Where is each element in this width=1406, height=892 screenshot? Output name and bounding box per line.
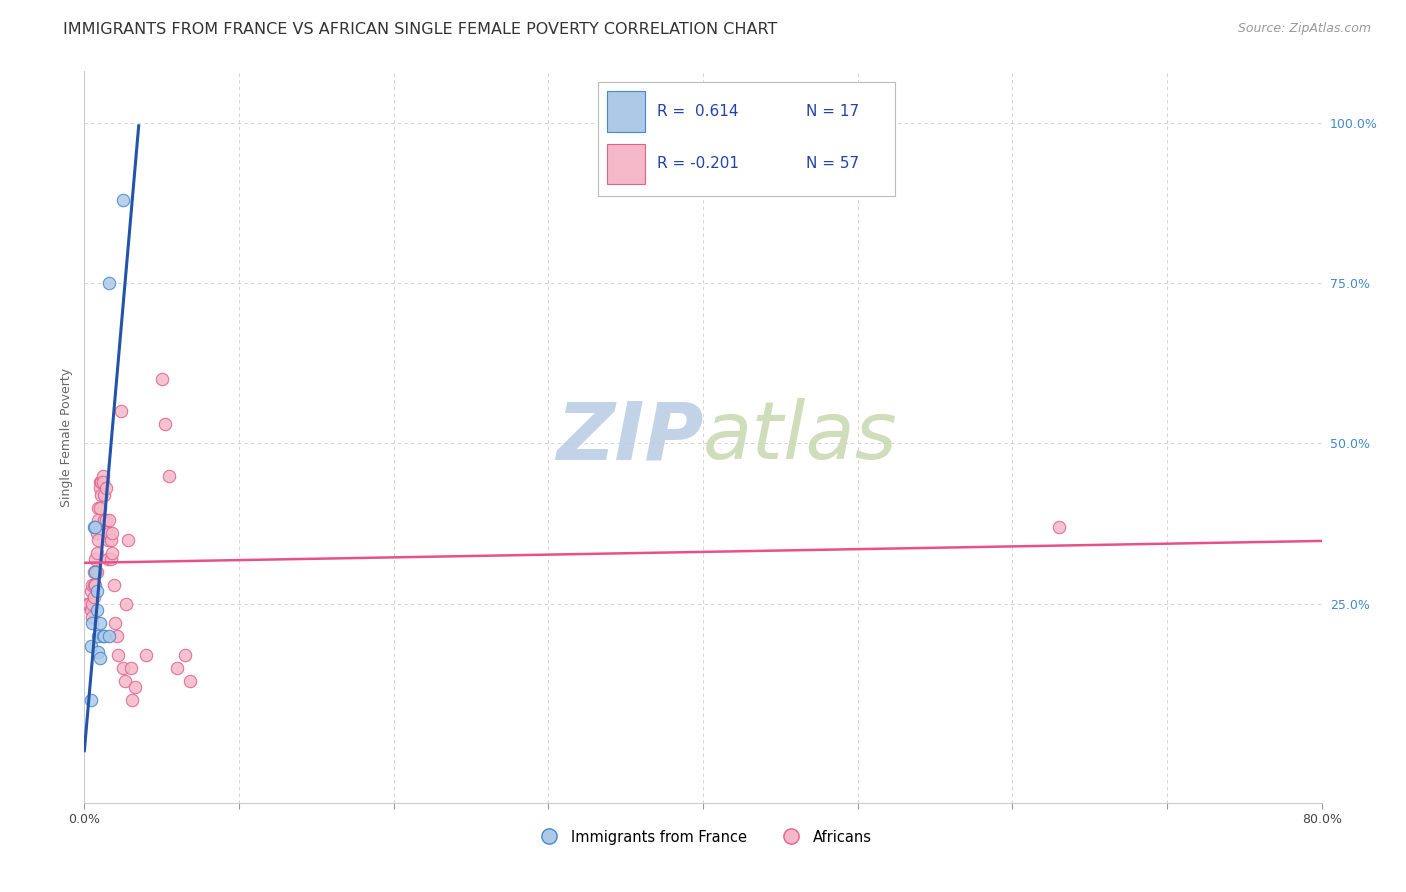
Text: IMMIGRANTS FROM FRANCE VS AFRICAN SINGLE FEMALE POVERTY CORRELATION CHART: IMMIGRANTS FROM FRANCE VS AFRICAN SINGLE…	[63, 22, 778, 37]
Point	[89, 616, 111, 631]
Point	[1047, 520, 1070, 534]
Point	[87, 629, 110, 643]
Point	[115, 597, 138, 611]
Point	[79, 693, 101, 707]
Point	[87, 514, 110, 528]
Point	[89, 651, 111, 665]
Point	[76, 597, 98, 611]
Point	[77, 597, 100, 611]
Point	[82, 577, 104, 591]
Point	[84, 565, 107, 579]
Point	[82, 616, 104, 631]
Point	[90, 488, 112, 502]
Point	[98, 526, 121, 541]
Point	[79, 584, 101, 599]
Point	[98, 629, 121, 643]
Point	[83, 565, 105, 579]
Point	[86, 603, 108, 617]
Point	[94, 482, 117, 496]
Point	[93, 488, 115, 502]
Point	[86, 526, 108, 541]
Point	[114, 673, 136, 688]
Point	[124, 681, 146, 695]
Point	[83, 577, 105, 591]
Point	[101, 526, 124, 541]
Point	[93, 629, 115, 643]
Point	[79, 603, 101, 617]
Point	[86, 584, 108, 599]
Point	[86, 565, 108, 579]
Point	[94, 514, 117, 528]
Point	[166, 661, 188, 675]
Point	[84, 520, 107, 534]
Point	[150, 372, 173, 386]
Point	[96, 552, 118, 566]
Point	[89, 500, 111, 515]
Point	[82, 597, 104, 611]
Point	[121, 693, 143, 707]
Point	[82, 609, 104, 624]
Point	[91, 468, 114, 483]
Point	[90, 475, 112, 489]
Point	[135, 648, 157, 663]
Text: atlas: atlas	[703, 398, 898, 476]
Point	[83, 591, 105, 605]
Point	[153, 417, 176, 432]
Point	[174, 648, 197, 663]
Point	[87, 500, 110, 515]
Point	[83, 520, 105, 534]
Point	[79, 639, 101, 653]
Point	[96, 533, 118, 547]
Point	[86, 545, 108, 559]
Text: Source: ZipAtlas.com: Source: ZipAtlas.com	[1237, 22, 1371, 36]
Point	[105, 629, 128, 643]
Y-axis label: Single Female Poverty: Single Female Poverty	[60, 368, 73, 507]
Point	[112, 661, 135, 675]
Point	[98, 514, 121, 528]
Legend: Immigrants from France, Africans: Immigrants from France, Africans	[529, 823, 877, 850]
Point	[101, 545, 124, 559]
Point	[100, 533, 122, 547]
Point	[87, 645, 110, 659]
Point	[84, 552, 107, 566]
Point	[112, 193, 135, 207]
Point	[89, 482, 111, 496]
Point	[120, 661, 142, 675]
Point	[84, 577, 107, 591]
Point	[93, 514, 115, 528]
Point	[89, 475, 111, 489]
Point	[179, 673, 201, 688]
Point	[110, 404, 132, 418]
Point	[159, 468, 180, 483]
Point	[103, 577, 125, 591]
Text: ZIP: ZIP	[555, 398, 703, 476]
Point	[117, 533, 139, 547]
Point	[91, 475, 114, 489]
Point	[98, 276, 121, 290]
Point	[87, 533, 110, 547]
Point	[107, 648, 129, 663]
Point	[104, 616, 127, 631]
Point	[91, 629, 114, 643]
Point	[100, 552, 122, 566]
